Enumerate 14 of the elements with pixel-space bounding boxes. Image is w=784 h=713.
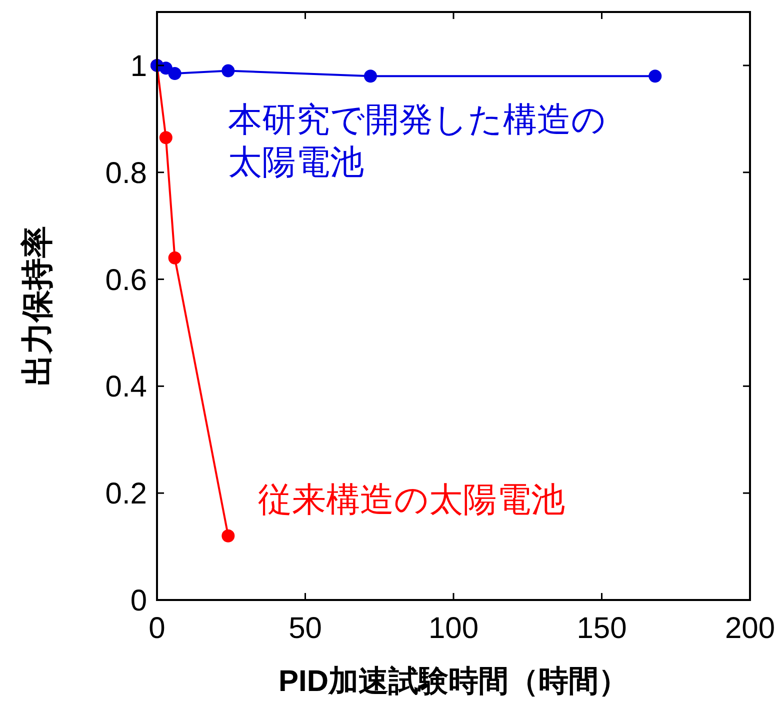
x-tick-label: 150 [576, 612, 627, 645]
y-tick-label: 0 [130, 584, 147, 618]
x-tick-label: 200 [724, 612, 776, 645]
y-tick-label: 1 [130, 50, 147, 83]
x-tick-label: 50 [288, 612, 322, 645]
y-tick-label: 0.6 [105, 264, 147, 297]
x-axis-title: PID加速試験時間（時間） [278, 665, 629, 698]
y-tick-label: 0.4 [105, 370, 147, 404]
x-tick-label: 100 [428, 612, 479, 645]
y-tick-label: 0.8 [105, 156, 147, 190]
series-label: 従来構造の太陽電池 [258, 480, 566, 519]
y-axis-title: 出力保持率 [19, 226, 55, 386]
y-tick-label: 0.2 [105, 478, 147, 511]
series-label: 本研究で開発した構造の太陽電池 [228, 101, 606, 182]
